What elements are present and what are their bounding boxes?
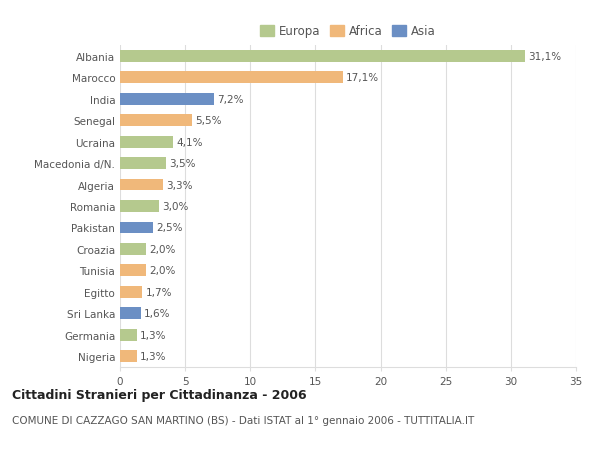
Legend: Europa, Africa, Asia: Europa, Africa, Asia: [258, 23, 438, 40]
Text: 1,3%: 1,3%: [140, 330, 167, 340]
Bar: [120, 286, 142, 298]
Bar: [120, 308, 141, 319]
Text: 1,7%: 1,7%: [145, 287, 172, 297]
Text: 31,1%: 31,1%: [529, 51, 562, 62]
Text: 7,2%: 7,2%: [217, 95, 244, 105]
Bar: [120, 158, 166, 169]
Text: 2,0%: 2,0%: [149, 266, 176, 276]
Bar: [120, 136, 173, 148]
Text: 2,5%: 2,5%: [156, 223, 182, 233]
Bar: [120, 115, 191, 127]
Text: 3,3%: 3,3%: [166, 180, 193, 190]
Bar: [120, 72, 343, 84]
Text: Cittadini Stranieri per Cittadinanza - 2006: Cittadini Stranieri per Cittadinanza - 2…: [12, 388, 307, 401]
Text: 1,3%: 1,3%: [140, 352, 167, 362]
Bar: [120, 329, 137, 341]
Bar: [120, 265, 146, 277]
Text: 1,6%: 1,6%: [144, 308, 170, 319]
Bar: [120, 351, 137, 362]
Text: 17,1%: 17,1%: [346, 73, 379, 83]
Bar: [120, 50, 525, 62]
Bar: [120, 222, 152, 234]
Text: COMUNE DI CAZZAGO SAN MARTINO (BS) - Dati ISTAT al 1° gennaio 2006 - TUTTITALIA.: COMUNE DI CAZZAGO SAN MARTINO (BS) - Dat…: [12, 415, 474, 425]
Text: 3,0%: 3,0%: [163, 202, 189, 212]
Bar: [120, 179, 163, 191]
Text: 2,0%: 2,0%: [149, 244, 176, 254]
Text: 5,5%: 5,5%: [195, 116, 221, 126]
Text: 3,5%: 3,5%: [169, 159, 196, 169]
Bar: [120, 201, 159, 213]
Text: 4,1%: 4,1%: [176, 137, 203, 147]
Bar: [120, 243, 146, 255]
Bar: [120, 94, 214, 105]
